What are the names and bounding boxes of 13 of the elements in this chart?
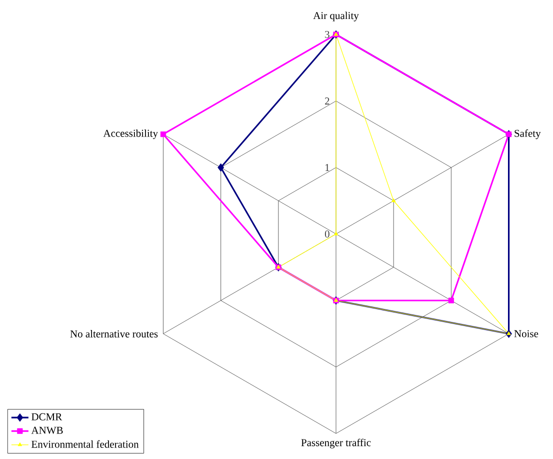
y-tick-label: 0 (324, 230, 330, 238)
y-tick-label: 1 (325, 164, 330, 171)
spoke-label: No alternative routes (70, 330, 158, 338)
spoke-label: Safety (514, 129, 541, 140)
legend-label: Environmental federation (32, 440, 139, 448)
spoke-label: Noise (514, 330, 538, 338)
legend-label: DCMR (32, 413, 62, 420)
spoke-label: Accessibility (103, 129, 158, 140)
y-tick-label: 3 (325, 30, 330, 38)
spoke-label: Passenger traffic (301, 438, 371, 448)
y-tick-label: 2 (325, 98, 330, 104)
spoke-label: Air quality (313, 12, 359, 22)
legend-label: ANWB (31, 426, 63, 434)
